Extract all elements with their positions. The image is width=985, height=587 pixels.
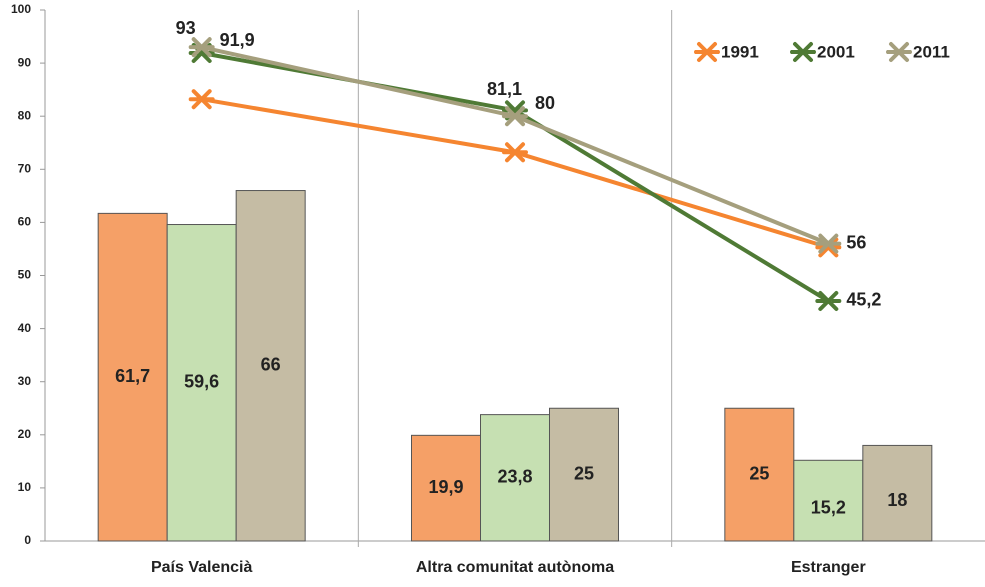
line-marker [815, 290, 842, 311]
line-marker [188, 37, 215, 58]
legend-marker [886, 42, 912, 62]
legend-label: 2001 [817, 42, 855, 61]
x-tick-label: Altra comunitat autònoma [416, 559, 614, 576]
bar [235, 190, 306, 542]
bar-value-label: 15,2 [811, 497, 846, 517]
line-value-label: 80 [535, 93, 555, 113]
y-tick-label: 10 [18, 480, 32, 494]
legend-marker [790, 42, 816, 62]
bar [97, 212, 168, 542]
legend-label: 2011 [913, 42, 950, 61]
x-tick-label: País Valencià [151, 559, 253, 576]
bar-value-label: 66 [261, 355, 281, 375]
line-marker [502, 100, 528, 121]
y-tick-label: 60 [18, 215, 32, 229]
line-marker [188, 43, 215, 64]
line-value-label: 81,1 [487, 79, 522, 99]
bar-value-label: 23,8 [497, 467, 532, 487]
y-tick-label: 0 [24, 533, 31, 547]
line-marker [502, 106, 528, 127]
y-tick-label: 70 [18, 161, 32, 175]
y-tick-label: 20 [18, 427, 32, 441]
line-value-label: 56 [846, 232, 866, 252]
line-value-label: 93 [176, 18, 196, 38]
y-tick-label: 40 [18, 321, 32, 335]
y-tick-label: 100 [11, 2, 31, 16]
y-tick-label: 30 [18, 374, 32, 388]
bar [862, 444, 933, 542]
legend-label: 1991 [721, 42, 759, 61]
bar [411, 434, 481, 542]
y-tick-label: 90 [18, 55, 32, 69]
line-value-label: 45,2 [846, 290, 881, 310]
line-marker [188, 89, 215, 110]
bar-value-label: 19,9 [428, 477, 463, 497]
x-tick-label: Estranger [791, 559, 866, 576]
line-value-label: 91,9 [220, 30, 255, 50]
legend-marker [694, 42, 720, 62]
line-marker [815, 237, 842, 258]
bar-value-label: 61,7 [115, 366, 150, 386]
bar-value-label: 25 [749, 463, 769, 483]
bar [724, 407, 795, 542]
y-tick-label: 80 [18, 108, 32, 122]
bar [793, 459, 864, 542]
bar [480, 414, 550, 542]
bar-value-label: 25 [574, 463, 594, 483]
line-marker [815, 233, 842, 254]
bar-value-label: 59,6 [184, 372, 219, 392]
y-tick-label: 50 [18, 268, 32, 282]
line-marker [502, 142, 528, 163]
bar [549, 407, 619, 542]
bar-value-label: 18 [887, 490, 907, 510]
